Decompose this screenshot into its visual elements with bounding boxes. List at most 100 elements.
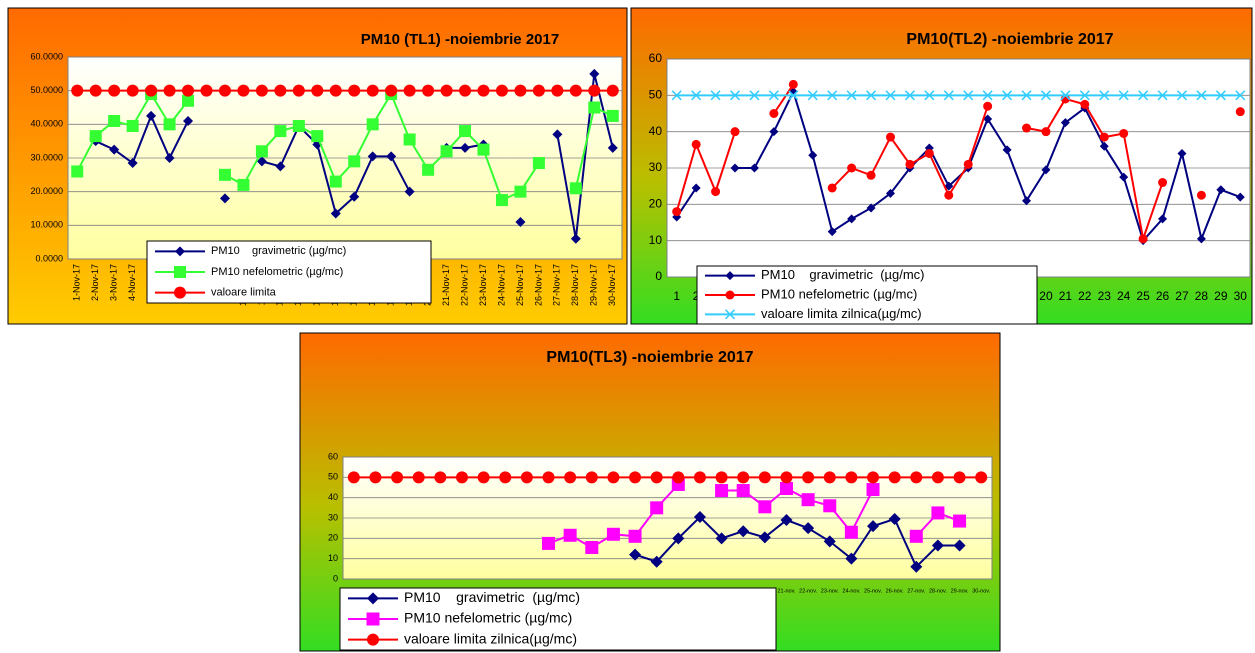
- x-tick-label: 23: [1098, 289, 1112, 303]
- marker: [867, 471, 880, 484]
- marker: [127, 158, 138, 169]
- marker: [348, 84, 361, 97]
- marker: [477, 84, 490, 97]
- marker: [769, 109, 779, 118]
- marker: [477, 143, 490, 156]
- x-tick-label: 22-nov.: [799, 588, 817, 594]
- marker: [311, 84, 324, 97]
- marker: [931, 506, 945, 520]
- marker: [730, 127, 740, 137]
- x-tick-label: 21: [1059, 289, 1073, 303]
- marker: [672, 471, 685, 484]
- marker: [542, 536, 556, 550]
- y-tick-label: 60.0000: [30, 51, 63, 61]
- marker: [477, 471, 490, 484]
- marker: [569, 84, 582, 97]
- marker: [532, 157, 545, 170]
- marker: [931, 471, 944, 484]
- marker: [983, 114, 993, 124]
- marker: [758, 471, 771, 484]
- marker: [237, 84, 250, 97]
- marker: [1235, 107, 1245, 117]
- legend-label: PM10 nefelometric (µg/mc): [761, 286, 917, 301]
- marker: [108, 84, 121, 97]
- y-tick-label: 20: [649, 197, 663, 211]
- marker: [1022, 196, 1032, 206]
- marker: [737, 471, 750, 484]
- marker: [737, 525, 750, 538]
- x-tick-label: 29-Nov-17: [589, 264, 599, 306]
- marker: [570, 233, 581, 244]
- marker: [1021, 90, 1032, 101]
- marker: [256, 156, 267, 167]
- x-tick-label: 21-Nov-17: [441, 264, 451, 306]
- marker: [348, 155, 361, 168]
- marker: [404, 186, 415, 197]
- marker: [183, 115, 194, 126]
- marker: [1118, 90, 1129, 101]
- marker: [520, 471, 533, 484]
- x-tick-label: 21-nov.: [778, 588, 796, 594]
- marker: [607, 471, 620, 484]
- y-tick-label: 40.0000: [30, 119, 63, 129]
- marker: [847, 163, 857, 173]
- chart-title: PM10(TL2) -noiembrie 2017: [906, 31, 1113, 48]
- marker: [953, 539, 966, 552]
- legend-box: [339, 587, 777, 651]
- marker: [885, 188, 895, 198]
- marker: [629, 548, 642, 561]
- marker: [585, 471, 598, 484]
- marker: [255, 84, 268, 97]
- marker: [145, 84, 158, 97]
- marker: [434, 471, 447, 484]
- marker: [1235, 90, 1246, 101]
- marker: [391, 471, 404, 484]
- marker: [499, 471, 512, 484]
- legend-marker: [725, 271, 735, 281]
- marker: [589, 68, 600, 79]
- marker: [515, 216, 526, 227]
- marker: [366, 84, 379, 97]
- marker: [109, 144, 120, 155]
- marker: [823, 535, 836, 548]
- marker: [888, 471, 901, 484]
- x-tick-label: 25-Nov-17: [515, 264, 525, 306]
- marker: [412, 471, 425, 484]
- marker: [953, 514, 967, 528]
- marker: [369, 471, 382, 484]
- marker: [807, 90, 818, 101]
- x-tick-label: 27: [1175, 289, 1189, 303]
- marker: [460, 142, 471, 153]
- chart-panel: PM10(TL3) -noiembrie 201701020304050601-…: [299, 332, 1001, 652]
- y-tick-label: 20.0000: [30, 186, 63, 196]
- marker: [715, 471, 728, 484]
- marker: [422, 163, 435, 176]
- marker: [823, 471, 836, 484]
- y-tick-label: 30: [328, 512, 338, 522]
- x-tick-label: 25-nov.: [864, 588, 882, 594]
- marker: [569, 182, 582, 195]
- x-tick-label: 27-nov.: [907, 588, 925, 594]
- x-tick-label: 26-Nov-17: [533, 264, 543, 306]
- y-tick-label: 20: [328, 533, 338, 543]
- marker: [200, 84, 213, 97]
- marker: [736, 484, 750, 498]
- marker: [769, 127, 779, 137]
- marker: [827, 183, 837, 193]
- marker: [963, 159, 973, 169]
- marker: [367, 151, 378, 162]
- marker: [588, 101, 601, 114]
- legend-label: valoare limita: [211, 287, 277, 299]
- marker: [1099, 90, 1110, 101]
- chart-title: PM10 (TL1) -noiembrie 2017: [361, 31, 559, 48]
- marker: [89, 130, 102, 143]
- marker: [910, 560, 923, 573]
- x-tick-label: 1-Nov-17: [72, 264, 82, 301]
- marker: [691, 183, 701, 193]
- marker: [904, 90, 915, 101]
- x-tick-label: 4-Nov-17: [127, 264, 137, 301]
- x-tick-label: 23-nov.: [821, 588, 839, 594]
- marker: [495, 84, 508, 97]
- marker: [385, 84, 398, 97]
